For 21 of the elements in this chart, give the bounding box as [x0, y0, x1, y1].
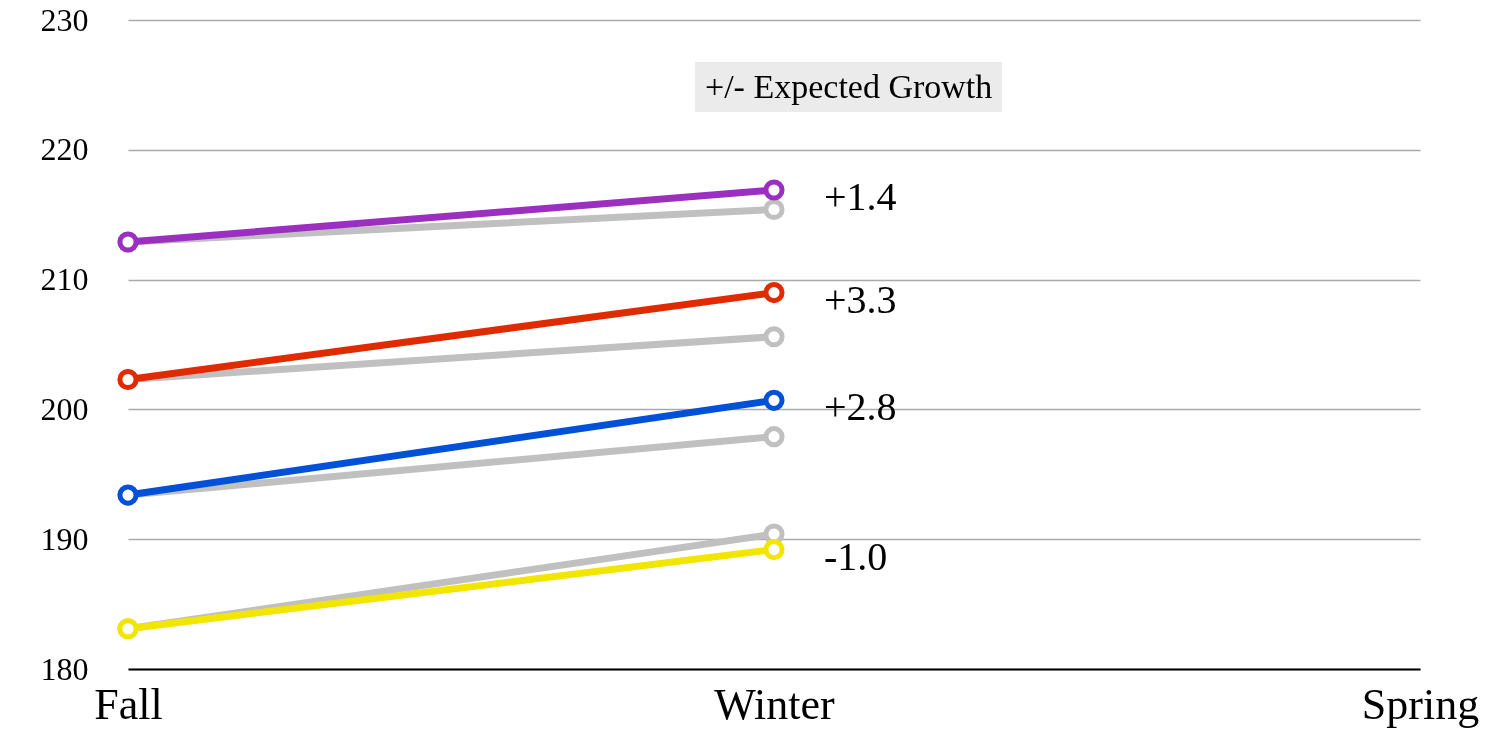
annotation: +3.3: [824, 276, 897, 322]
y-tick-label: 210: [40, 261, 89, 298]
point: [763, 539, 785, 561]
y-tick-label: 190: [40, 520, 89, 557]
y-tick-label: 180: [40, 650, 89, 687]
annotation: +2.8: [824, 384, 897, 430]
annotation: +1.4: [824, 174, 897, 220]
annotation: +/- Expected Growth: [695, 62, 1003, 112]
point: [763, 282, 785, 304]
x-tick-label: Spring: [1361, 679, 1480, 729]
point: [763, 326, 785, 348]
point: [763, 426, 785, 448]
y-tick-label: 220: [40, 131, 89, 168]
annotation: -1.0: [824, 533, 888, 579]
x-tick-label: Fall: [94, 679, 163, 729]
point: [763, 179, 785, 201]
y-tick-label: 200: [40, 390, 89, 427]
point: [763, 389, 785, 411]
y-tick-label: 230: [40, 1, 89, 38]
x-tick-label: Winter: [714, 679, 836, 729]
point: [763, 198, 785, 221]
